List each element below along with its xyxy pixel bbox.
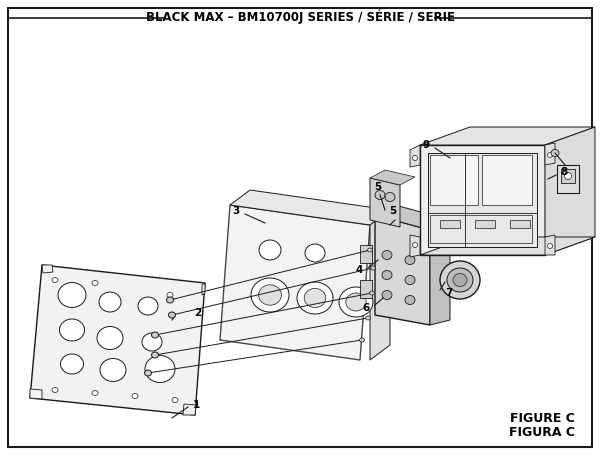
Polygon shape — [430, 220, 450, 325]
Text: FIGURA C: FIGURA C — [509, 425, 575, 439]
Ellipse shape — [359, 338, 365, 342]
Ellipse shape — [92, 280, 98, 285]
Ellipse shape — [346, 293, 366, 311]
Ellipse shape — [413, 156, 418, 161]
Ellipse shape — [151, 352, 158, 358]
Ellipse shape — [52, 278, 58, 283]
Ellipse shape — [405, 275, 415, 284]
Ellipse shape — [551, 150, 559, 157]
Polygon shape — [30, 389, 42, 399]
Polygon shape — [420, 145, 545, 255]
Ellipse shape — [99, 292, 121, 312]
Polygon shape — [202, 283, 205, 295]
Polygon shape — [410, 145, 420, 167]
Ellipse shape — [167, 297, 173, 303]
Ellipse shape — [138, 297, 158, 315]
Bar — [482, 155, 532, 205]
Bar — [360, 280, 372, 298]
Text: 3: 3 — [233, 206, 240, 216]
Text: 7: 7 — [445, 288, 452, 298]
Polygon shape — [545, 127, 595, 255]
Ellipse shape — [142, 333, 162, 351]
Ellipse shape — [297, 282, 333, 314]
Bar — [430, 155, 478, 205]
Ellipse shape — [447, 268, 473, 292]
Text: 1: 1 — [193, 400, 200, 410]
Ellipse shape — [382, 290, 392, 299]
Ellipse shape — [339, 287, 373, 317]
Polygon shape — [42, 265, 53, 273]
Ellipse shape — [382, 251, 392, 259]
Polygon shape — [183, 404, 196, 415]
Text: FIGURE C: FIGURE C — [510, 411, 575, 425]
Ellipse shape — [132, 394, 138, 399]
Polygon shape — [230, 190, 390, 225]
Ellipse shape — [92, 390, 98, 395]
Ellipse shape — [371, 266, 376, 270]
Bar — [360, 245, 372, 263]
Polygon shape — [30, 265, 205, 415]
Ellipse shape — [169, 312, 176, 318]
Polygon shape — [420, 237, 595, 255]
Text: 6: 6 — [363, 303, 370, 313]
Polygon shape — [375, 205, 450, 230]
Ellipse shape — [405, 256, 415, 264]
Ellipse shape — [385, 192, 395, 202]
Ellipse shape — [548, 243, 553, 248]
Ellipse shape — [405, 295, 415, 304]
Text: 5: 5 — [374, 182, 382, 192]
Polygon shape — [545, 143, 555, 165]
Polygon shape — [220, 205, 370, 360]
Polygon shape — [370, 170, 415, 185]
Ellipse shape — [52, 388, 58, 393]
Ellipse shape — [97, 327, 123, 349]
Ellipse shape — [100, 359, 126, 381]
Ellipse shape — [251, 278, 289, 312]
Ellipse shape — [58, 283, 86, 308]
Ellipse shape — [440, 261, 480, 299]
Ellipse shape — [304, 288, 326, 308]
Ellipse shape — [151, 332, 158, 338]
Text: 9: 9 — [423, 140, 430, 150]
Ellipse shape — [548, 152, 553, 157]
Polygon shape — [370, 210, 390, 360]
Ellipse shape — [61, 354, 83, 374]
Ellipse shape — [259, 285, 281, 305]
Bar — [557, 165, 579, 193]
Ellipse shape — [305, 244, 325, 262]
Text: 5: 5 — [389, 206, 397, 216]
Ellipse shape — [145, 355, 175, 383]
Bar — [475, 220, 495, 228]
Bar — [430, 215, 532, 243]
Ellipse shape — [367, 248, 373, 252]
Bar — [510, 220, 530, 228]
Bar — [440, 220, 460, 228]
Ellipse shape — [375, 191, 385, 199]
Polygon shape — [420, 127, 595, 145]
Ellipse shape — [145, 370, 151, 376]
Polygon shape — [545, 235, 555, 255]
Bar — [561, 169, 575, 183]
Polygon shape — [370, 178, 400, 227]
Ellipse shape — [413, 243, 418, 248]
Ellipse shape — [370, 291, 374, 295]
Ellipse shape — [453, 273, 467, 287]
Text: BLACK MAX – BM10700J SERIES / SÉRIE / SERIE: BLACK MAX – BM10700J SERIES / SÉRIE / SE… — [146, 10, 455, 24]
Ellipse shape — [382, 271, 392, 279]
Ellipse shape — [167, 293, 173, 298]
Polygon shape — [375, 215, 430, 325]
Ellipse shape — [259, 240, 281, 260]
Text: 8: 8 — [560, 167, 567, 177]
Text: 2: 2 — [194, 308, 201, 318]
Ellipse shape — [365, 316, 371, 320]
Ellipse shape — [172, 398, 178, 403]
Ellipse shape — [59, 319, 85, 341]
Text: 4: 4 — [356, 265, 363, 275]
Polygon shape — [428, 153, 537, 247]
Ellipse shape — [565, 172, 571, 180]
Polygon shape — [410, 235, 420, 257]
